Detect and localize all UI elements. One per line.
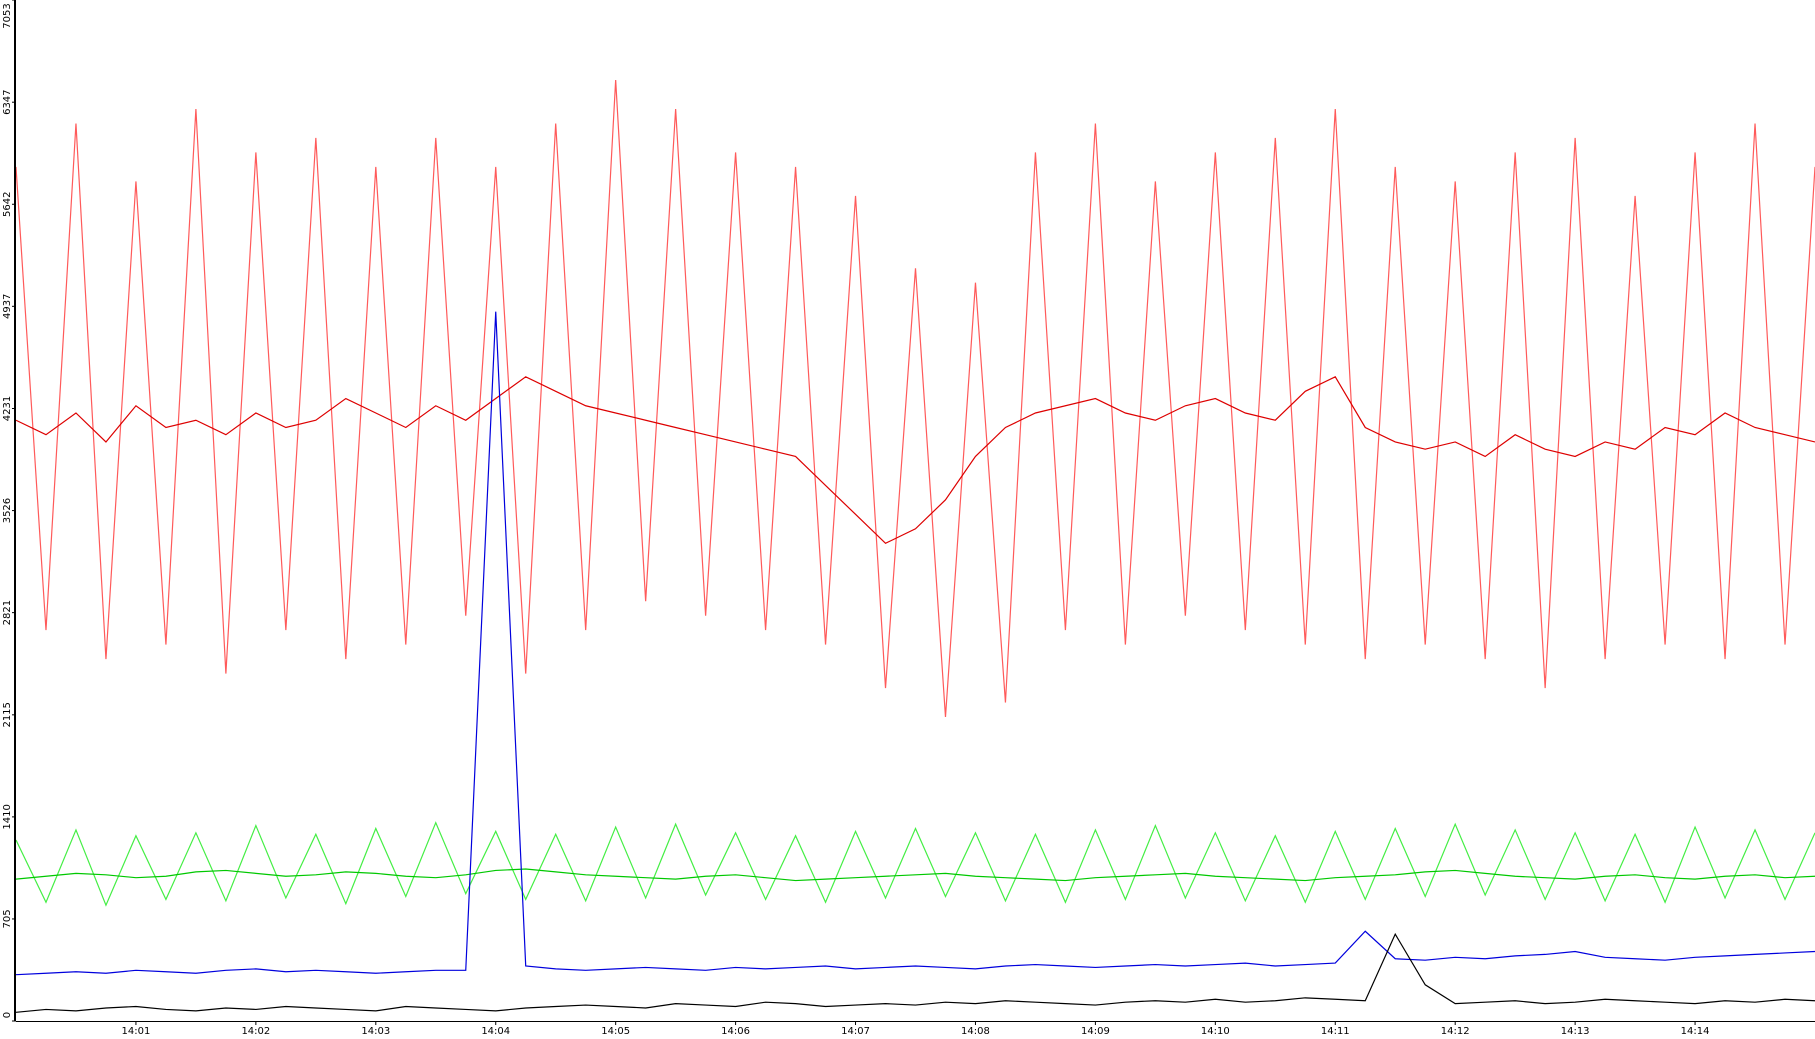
x-tick-label: 14:12 bbox=[1441, 1026, 1470, 1037]
x-tick-label: 14:11 bbox=[1321, 1026, 1350, 1037]
y-tick-label: 7053 bbox=[2, 3, 13, 28]
y-tick-label: 5642 bbox=[2, 192, 13, 217]
series-line bbox=[15, 376, 1815, 545]
x-tick-label: 14:07 bbox=[841, 1026, 870, 1037]
series-line bbox=[15, 80, 1815, 718]
x-tick-label: 14:05 bbox=[601, 1026, 630, 1037]
x-tick-label: 14:09 bbox=[1081, 1026, 1110, 1037]
y-tick-label: 1410 bbox=[2, 804, 13, 829]
y-tick-label: 2115 bbox=[2, 702, 13, 727]
series-line bbox=[15, 311, 1815, 976]
x-tick-label: 14:13 bbox=[1561, 1026, 1590, 1037]
y-tick-label: 2821 bbox=[2, 600, 13, 625]
x-tick-label: 14:08 bbox=[961, 1026, 990, 1037]
y-tick-label: 4937 bbox=[2, 294, 13, 319]
x-tick-label: 14:14 bbox=[1681, 1026, 1710, 1037]
y-tick-label: 4231 bbox=[2, 396, 13, 421]
x-tick-label: 14:02 bbox=[241, 1026, 270, 1037]
x-tick-label: 14:06 bbox=[721, 1026, 750, 1037]
x-tick-label: 14:01 bbox=[122, 1026, 151, 1037]
y-tick-label: 705 bbox=[2, 909, 13, 928]
y-tick-label: 3526 bbox=[2, 498, 13, 523]
y-tick-label: 0 bbox=[2, 1012, 13, 1018]
series-line bbox=[15, 868, 1815, 882]
series-line bbox=[15, 821, 1815, 907]
series-line bbox=[15, 932, 1815, 1013]
x-tick-label: 14:04 bbox=[481, 1026, 510, 1037]
x-tick-label: 14:10 bbox=[1201, 1026, 1230, 1037]
y-tick-label: 6347 bbox=[2, 89, 13, 114]
x-tick-label: 14:03 bbox=[361, 1026, 390, 1037]
